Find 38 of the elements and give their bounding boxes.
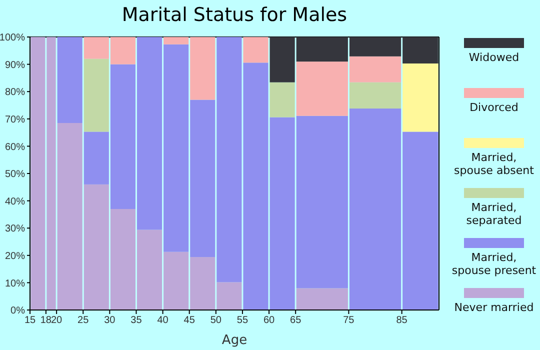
bar	[84, 58, 109, 132]
series-label: Married, spouse present	[450, 251, 538, 277]
x-tick-label: 18	[40, 315, 52, 326]
y-tick-label: 90%	[4, 60, 26, 71]
bar	[243, 37, 268, 63]
y-tick-label: 20%	[4, 250, 26, 262]
y-tick-label: 0%	[10, 306, 26, 317]
x-tick-label: 30	[104, 315, 116, 326]
x-tick-label: 35	[130, 315, 142, 326]
bar	[402, 63, 438, 132]
x-tick-label: 50	[210, 315, 222, 326]
y-tick-label: 80%	[4, 87, 26, 98]
x-tick-label: 75	[343, 315, 355, 326]
text: Married, separated	[465, 201, 523, 227]
text: Married, spouse absent	[453, 151, 535, 177]
x-tick-label: 60	[263, 315, 276, 326]
x-tick-label: 55	[236, 315, 248, 326]
text: Divorced	[468, 101, 520, 114]
x-axis-title: Age	[222, 333, 248, 348]
y-tick-label: 60%	[4, 142, 26, 153]
y-tick-label: 100%	[0, 32, 26, 44]
x-tick-label: 65	[290, 315, 302, 326]
x-tick-label: 45	[184, 315, 196, 326]
bar	[270, 82, 295, 118]
y-tick-label: 30%	[4, 224, 26, 235]
y-tick-label: 40%	[4, 196, 26, 208]
y-tick-label: 70%	[4, 114, 26, 126]
x-tick-label: 40	[157, 315, 169, 326]
y-tick-label: 10%	[4, 278, 26, 290]
bar	[57, 37, 82, 123]
text: Never married	[453, 301, 535, 314]
x-tick-label: 20	[50, 315, 63, 326]
y-tick-label: 50%	[4, 169, 26, 180]
chart-title: Marital Status for Males	[120, 4, 348, 26]
x-tick-label: 85	[396, 315, 408, 326]
text: Widowed	[468, 51, 520, 64]
x-tick-label: 25	[78, 315, 90, 326]
x-tick-label: 15	[24, 315, 36, 326]
